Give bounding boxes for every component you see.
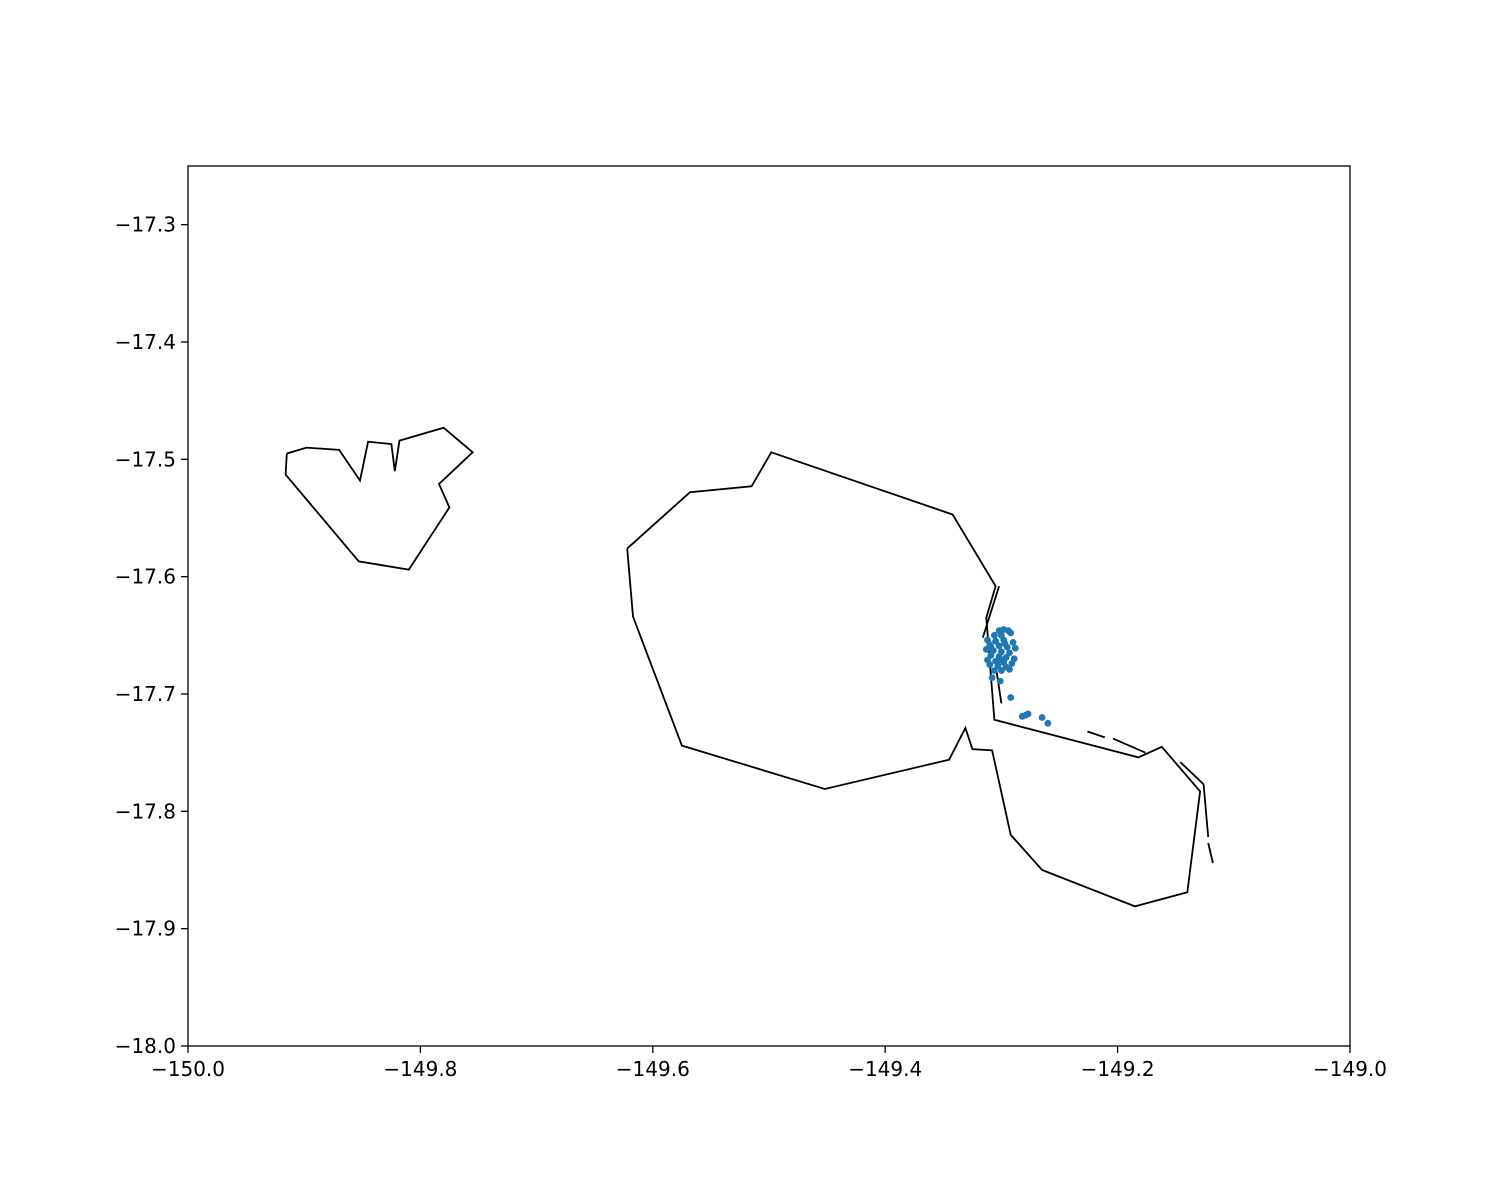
island-outline (981, 585, 1000, 638)
x-tick-label: −149.4 (848, 1057, 922, 1081)
points-layer (982, 626, 1052, 727)
y-tick-label: −17.5 (115, 447, 176, 471)
data-point (1009, 639, 1017, 646)
data-point (996, 656, 1004, 664)
y-tick-label: −18.0 (115, 1034, 176, 1058)
data-point (1044, 719, 1052, 727)
island-outline (1112, 737, 1146, 754)
island-outline (626, 451, 1202, 908)
y-tick-label: −17.7 (115, 682, 176, 706)
y-tick-label: −17.4 (115, 330, 176, 354)
data-point (1011, 644, 1019, 652)
data-point (986, 661, 994, 669)
plot-frame (187, 165, 1351, 1047)
data-point (994, 662, 1002, 670)
data-point (996, 677, 1004, 685)
y-tick-label: −17.3 (115, 213, 176, 237)
data-point (991, 667, 998, 674)
data-point (1001, 640, 1009, 647)
data-point (1038, 714, 1046, 721)
data-point (1008, 660, 1016, 667)
x-tick-label: −149.2 (1081, 1057, 1155, 1081)
x-tick-label: −149.8 (383, 1057, 457, 1081)
data-point (988, 674, 996, 681)
x-tick-label: −150.0 (151, 1057, 225, 1081)
y-tick-label: −17.8 (115, 799, 176, 823)
y-axis: −17.3 −17.4 −17.5 −17.6 −17.7 −17.8 −17.9 −18.0 (115, 213, 188, 1058)
data-point (1006, 649, 1013, 657)
data-point (987, 643, 995, 651)
island-outline (1179, 761, 1205, 785)
x-tick-label: −149.0 (1313, 1057, 1387, 1081)
data-point (991, 631, 998, 639)
x-tick-label: −149.6 (616, 1057, 690, 1081)
island-outline (1207, 842, 1214, 864)
outlines-layer (284, 426, 1214, 908)
data-point (1024, 710, 1032, 718)
data-point (1007, 629, 1015, 637)
data-point (992, 637, 999, 645)
data-point (995, 642, 1003, 650)
island-outline (1087, 730, 1106, 739)
y-tick-label: −17.6 (115, 565, 176, 589)
island-outline (284, 426, 475, 571)
y-tick-label: −17.9 (115, 917, 176, 941)
data-point (1007, 694, 1015, 701)
data-point (998, 667, 1005, 674)
island-outline (1202, 784, 1210, 838)
data-point (1006, 666, 1013, 673)
x-axis: −150.0 −149.8 −149.6 −149.4 −149.2 −149.0 (151, 1046, 1387, 1081)
data-point (987, 651, 995, 659)
